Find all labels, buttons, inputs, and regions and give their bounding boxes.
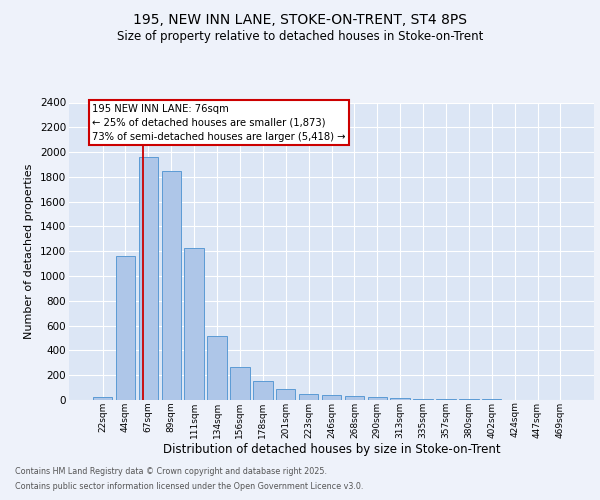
Bar [253,381,272,400]
Text: Size of property relative to detached houses in Stoke-on-Trent: Size of property relative to detached ho… [117,30,483,43]
Bar [322,395,341,400]
Bar [391,398,410,400]
Bar [299,394,319,400]
Bar [161,170,181,400]
Bar [368,398,387,400]
Bar [93,396,112,400]
Bar [344,396,364,400]
Bar [184,248,204,400]
Bar [208,336,227,400]
Text: 195 NEW INN LANE: 76sqm
← 25% of detached houses are smaller (1,873)
73% of semi: 195 NEW INN LANE: 76sqm ← 25% of detache… [92,104,346,142]
Bar [116,256,135,400]
Bar [230,366,250,400]
Text: 195, NEW INN LANE, STOKE-ON-TRENT, ST4 8PS: 195, NEW INN LANE, STOKE-ON-TRENT, ST4 8… [133,12,467,26]
Bar [413,399,433,400]
Text: Contains HM Land Registry data © Crown copyright and database right 2025.: Contains HM Land Registry data © Crown c… [15,467,327,476]
X-axis label: Distribution of detached houses by size in Stoke-on-Trent: Distribution of detached houses by size … [163,444,500,456]
Text: Contains public sector information licensed under the Open Government Licence v3: Contains public sector information licen… [15,482,364,491]
Y-axis label: Number of detached properties: Number of detached properties [25,164,34,339]
Bar [276,389,295,400]
Bar [139,157,158,400]
